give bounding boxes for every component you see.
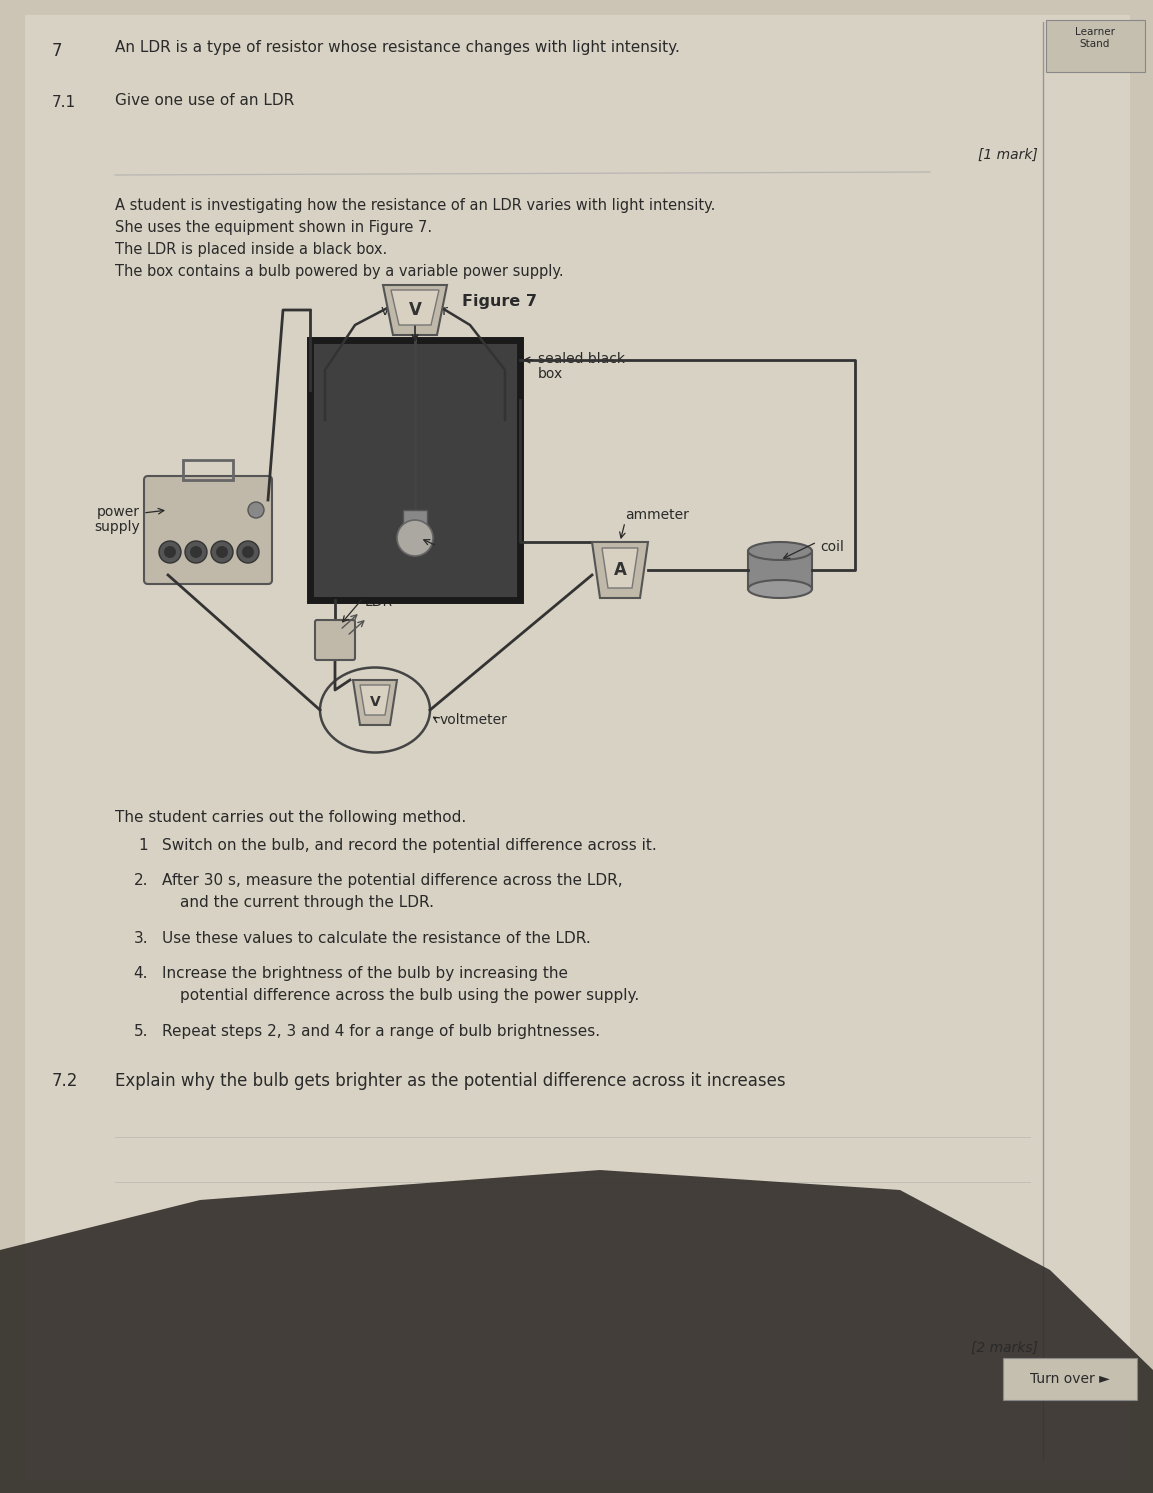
Text: box: box — [538, 367, 564, 381]
FancyBboxPatch shape — [315, 620, 355, 660]
Text: After 30 s, measure the potential difference across the LDR,: After 30 s, measure the potential differ… — [163, 873, 623, 888]
Text: and the current through the LDR.: and the current through the LDR. — [180, 894, 434, 911]
Text: V: V — [370, 696, 380, 709]
Text: Use these values to calculate the resistance of the LDR.: Use these values to calculate the resist… — [163, 932, 590, 947]
Text: voltmeter: voltmeter — [380, 305, 449, 318]
Text: ammeter: ammeter — [625, 508, 688, 523]
Polygon shape — [391, 290, 439, 325]
Text: The student carries out the following method.: The student carries out the following me… — [115, 811, 466, 826]
Text: Turn over ►: Turn over ► — [1030, 1372, 1110, 1386]
Circle shape — [211, 540, 233, 563]
Text: Give one use of an LDR: Give one use of an LDR — [115, 93, 294, 107]
Circle shape — [190, 546, 202, 558]
Text: 7: 7 — [52, 42, 62, 60]
Circle shape — [164, 546, 176, 558]
Text: sealed black: sealed black — [538, 352, 625, 366]
Text: A: A — [613, 561, 626, 579]
Text: The box contains a bulb powered by a variable power supply.: The box contains a bulb powered by a var… — [115, 264, 564, 279]
Polygon shape — [591, 542, 648, 599]
Circle shape — [216, 546, 228, 558]
Polygon shape — [0, 1171, 1153, 1493]
FancyBboxPatch shape — [310, 340, 520, 600]
Text: 1: 1 — [138, 838, 148, 853]
Polygon shape — [383, 285, 447, 334]
Ellipse shape — [748, 542, 812, 560]
Text: power: power — [97, 505, 140, 520]
Text: Learner
Stand: Learner Stand — [1075, 27, 1115, 49]
Circle shape — [242, 546, 254, 558]
Circle shape — [184, 540, 208, 563]
Text: Figure 7: Figure 7 — [462, 294, 537, 309]
Text: 5.: 5. — [134, 1024, 148, 1039]
Text: She uses the equipment shown in Figure 7.: She uses the equipment shown in Figure 7… — [115, 219, 432, 234]
Text: V: V — [408, 302, 422, 320]
Text: LDR: LDR — [366, 596, 393, 609]
FancyBboxPatch shape — [1046, 19, 1145, 72]
Text: Repeat steps 2, 3 and 4 for a range of bulb brightnesses.: Repeat steps 2, 3 and 4 for a range of b… — [163, 1024, 600, 1039]
Polygon shape — [353, 679, 397, 726]
FancyBboxPatch shape — [144, 476, 272, 584]
Circle shape — [159, 540, 181, 563]
Ellipse shape — [748, 579, 812, 599]
Text: [1 mark]: [1 mark] — [978, 148, 1038, 163]
FancyBboxPatch shape — [748, 551, 812, 590]
Text: 3.: 3. — [134, 932, 148, 947]
Text: bulb: bulb — [437, 545, 467, 558]
Text: 7.1: 7.1 — [52, 96, 76, 110]
Text: coil: coil — [820, 540, 844, 554]
Text: voltmeter: voltmeter — [440, 714, 507, 727]
FancyBboxPatch shape — [25, 15, 1130, 1480]
Circle shape — [248, 502, 264, 518]
Text: 7.2: 7.2 — [52, 1072, 78, 1090]
Polygon shape — [602, 548, 638, 588]
Text: 4.: 4. — [134, 966, 148, 981]
Text: 2.: 2. — [134, 873, 148, 888]
Text: Switch on the bulb, and record the potential difference across it.: Switch on the bulb, and record the poten… — [163, 838, 657, 853]
Circle shape — [397, 520, 434, 555]
Text: Increase the brightness of the bulb by increasing the: Increase the brightness of the bulb by i… — [163, 966, 568, 981]
FancyBboxPatch shape — [1003, 1359, 1137, 1400]
Text: [2 marks]: [2 marks] — [971, 1341, 1038, 1356]
Text: A student is investigating how the resistance of an LDR varies with light intens: A student is investigating how the resis… — [115, 199, 715, 213]
Text: supply: supply — [95, 520, 140, 534]
Polygon shape — [360, 685, 390, 715]
Text: Explain why the bulb gets brighter as the potential difference across it increas: Explain why the bulb gets brighter as th… — [115, 1072, 785, 1090]
Text: The LDR is placed inside a black box.: The LDR is placed inside a black box. — [115, 242, 387, 257]
Text: An LDR is a type of resistor whose resistance changes with light intensity.: An LDR is a type of resistor whose resis… — [115, 40, 680, 55]
Circle shape — [238, 540, 259, 563]
FancyBboxPatch shape — [404, 511, 427, 530]
Text: potential difference across the bulb using the power supply.: potential difference across the bulb usi… — [180, 988, 639, 1003]
